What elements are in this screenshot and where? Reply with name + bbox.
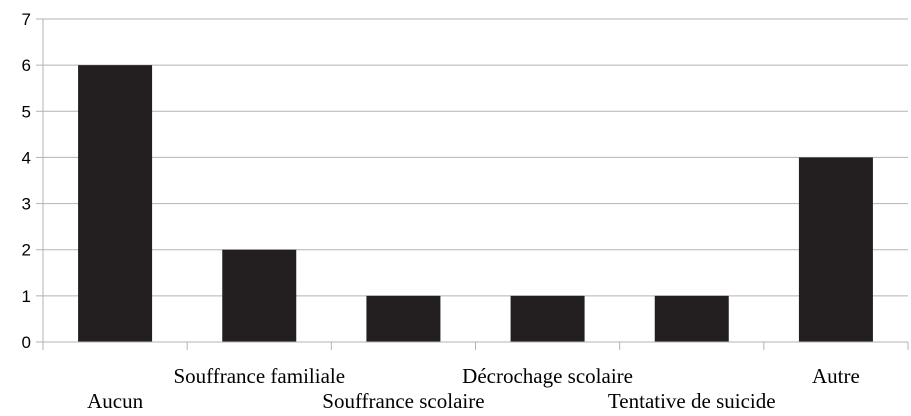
bars-layer [78,65,873,343]
y-tick-label: 3 [22,195,31,214]
y-tick-label: 7 [22,10,31,29]
x-tick-label: Aucun [87,389,143,413]
x-tick-label: Décrochage scolaire [462,364,633,388]
y-tick-label: 5 [22,102,31,121]
y-tick-label: 6 [22,56,31,75]
y-tick-label: 4 [22,148,31,167]
grid-layer [43,18,908,297]
x-tick-label: Souffrance scolaire [322,389,484,413]
y-tick-label: 0 [22,333,31,352]
bar-4 [654,295,729,342]
x-tick-label: Souffrance familiale [173,364,345,388]
bar-0 [78,65,153,343]
labels-layer: 0 1 2 3 4 5 6 7 Aucun Souffrance familialeSouffra… [22,10,860,413]
y-tick-label: 2 [22,241,31,260]
bar-3 [510,295,585,342]
bar-5 [798,157,873,342]
bar-1 [222,249,297,342]
axis-layer [36,18,909,350]
y-tick-label: 1 [22,287,31,306]
x-tick-label: Tentative de suicide [608,389,776,413]
x-tick-label: Autre [812,364,860,388]
bar-2 [366,295,441,342]
